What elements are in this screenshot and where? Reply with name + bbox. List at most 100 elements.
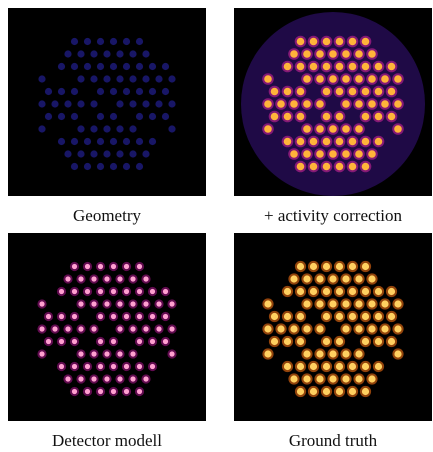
spot <box>59 339 64 344</box>
spot <box>375 113 383 121</box>
spot <box>169 301 174 306</box>
spot <box>362 263 369 270</box>
spot <box>381 325 388 332</box>
spot <box>39 301 44 306</box>
spot <box>124 264 129 269</box>
spot <box>123 163 130 170</box>
spot <box>90 100 97 107</box>
spot <box>149 88 156 95</box>
spot <box>336 388 343 395</box>
spot <box>297 363 304 370</box>
spot <box>98 264 103 269</box>
spot <box>45 113 52 120</box>
spot <box>85 289 90 294</box>
spot <box>85 264 90 269</box>
spot <box>271 338 278 345</box>
spot <box>103 150 110 157</box>
spot <box>303 50 311 58</box>
spot <box>117 301 122 306</box>
spot <box>368 275 375 282</box>
spot <box>284 363 291 370</box>
spot <box>156 301 161 306</box>
spot <box>323 163 331 171</box>
spot <box>77 75 84 82</box>
spot <box>303 375 310 382</box>
spot <box>85 389 90 394</box>
spot <box>336 263 343 270</box>
spot <box>65 376 70 381</box>
spot <box>130 326 135 331</box>
spot <box>156 326 161 331</box>
spot <box>103 50 110 57</box>
spot <box>297 388 304 395</box>
spot <box>162 63 169 70</box>
spot <box>39 351 44 356</box>
spot <box>77 100 84 107</box>
panel: Ground truth <box>234 233 432 451</box>
spot <box>362 38 370 46</box>
spot <box>39 326 44 331</box>
spot <box>375 313 382 320</box>
spot <box>136 38 143 45</box>
spot <box>329 300 336 307</box>
spot <box>368 150 376 158</box>
spot <box>150 289 155 294</box>
spot <box>336 313 343 320</box>
spot <box>310 263 317 270</box>
spot <box>116 75 123 82</box>
spot <box>38 125 45 132</box>
spot <box>355 50 363 58</box>
spot <box>71 38 78 45</box>
spot <box>284 288 291 295</box>
spot <box>155 75 162 82</box>
caption: Detector modell <box>8 431 206 451</box>
spot <box>388 338 395 345</box>
spot <box>38 100 45 107</box>
spot <box>303 325 310 332</box>
spot <box>381 300 388 307</box>
spot <box>290 150 298 158</box>
spot <box>349 363 356 370</box>
spot <box>297 63 305 71</box>
spot <box>97 113 104 120</box>
spot <box>98 289 103 294</box>
spot <box>124 389 129 394</box>
spot <box>323 113 331 121</box>
spot <box>290 275 297 282</box>
panel: Detector modell <box>8 233 206 451</box>
spot <box>137 339 142 344</box>
spot <box>323 338 330 345</box>
spot <box>77 50 84 57</box>
spot <box>264 350 271 357</box>
spot <box>46 314 51 319</box>
background <box>8 233 206 421</box>
spot <box>316 300 323 307</box>
spot <box>394 325 401 332</box>
spot <box>342 75 350 83</box>
spot <box>297 88 305 96</box>
spot <box>129 125 136 132</box>
spot <box>310 63 318 71</box>
spot <box>264 75 272 83</box>
spot <box>303 350 310 357</box>
spot <box>394 75 402 83</box>
spot <box>284 113 292 121</box>
spot <box>355 325 362 332</box>
spot <box>78 301 83 306</box>
spot <box>98 339 103 344</box>
spot <box>388 113 396 121</box>
spot <box>323 38 331 46</box>
spot <box>90 125 97 132</box>
spot <box>98 389 103 394</box>
spot <box>316 125 324 133</box>
spot <box>303 100 311 108</box>
spot <box>130 276 135 281</box>
spot <box>342 300 349 307</box>
spot <box>388 88 396 96</box>
spot <box>388 63 396 71</box>
spot <box>72 389 77 394</box>
spot <box>336 88 344 96</box>
spot <box>362 88 370 96</box>
spot <box>110 138 117 145</box>
spot <box>123 38 130 45</box>
